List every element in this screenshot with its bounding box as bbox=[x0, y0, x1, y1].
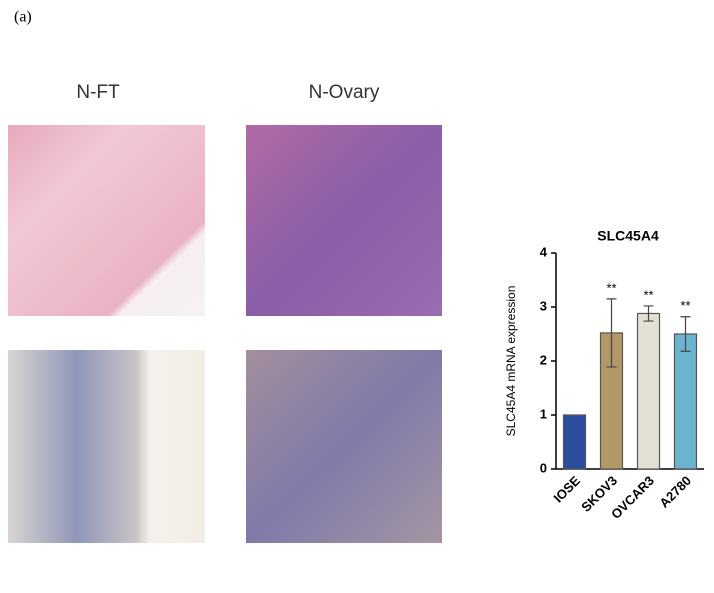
panel-label: (a) bbox=[14, 9, 32, 26]
x-tick-label: IOSE bbox=[550, 473, 583, 506]
histology-image bbox=[246, 350, 442, 543]
chart-title: SLC45A4 bbox=[597, 228, 659, 244]
bar bbox=[673, 333, 698, 470]
y-tick-label: 0 bbox=[540, 460, 547, 475]
significance-label: ** bbox=[680, 298, 690, 313]
significance-label: ** bbox=[643, 287, 653, 302]
histology-image bbox=[246, 125, 442, 316]
bar-chart: SLC45A4 SLC45A4 mRNA expression 0 1 2 3 4 IOSE *… bbox=[504, 228, 704, 522]
image-label: N-Ovary bbox=[309, 82, 380, 103]
histology-image bbox=[8, 350, 205, 543]
significance-label: ** bbox=[606, 280, 616, 295]
bar bbox=[636, 312, 661, 470]
error-bar bbox=[606, 298, 617, 368]
error-bar bbox=[643, 305, 654, 322]
y-tick-label: 2 bbox=[540, 352, 547, 367]
y-axis-label: SLC45A4 mRNA expression bbox=[504, 286, 518, 437]
error-bar bbox=[680, 316, 691, 352]
histology-image bbox=[8, 125, 205, 316]
y-tick-label: 3 bbox=[540, 298, 547, 313]
image-label: N-FT bbox=[76, 82, 120, 103]
y-tick-label: 4 bbox=[540, 244, 548, 259]
y-tick-label: 1 bbox=[540, 406, 547, 421]
x-tick-label: A2780 bbox=[656, 473, 694, 511]
bar bbox=[562, 414, 587, 470]
